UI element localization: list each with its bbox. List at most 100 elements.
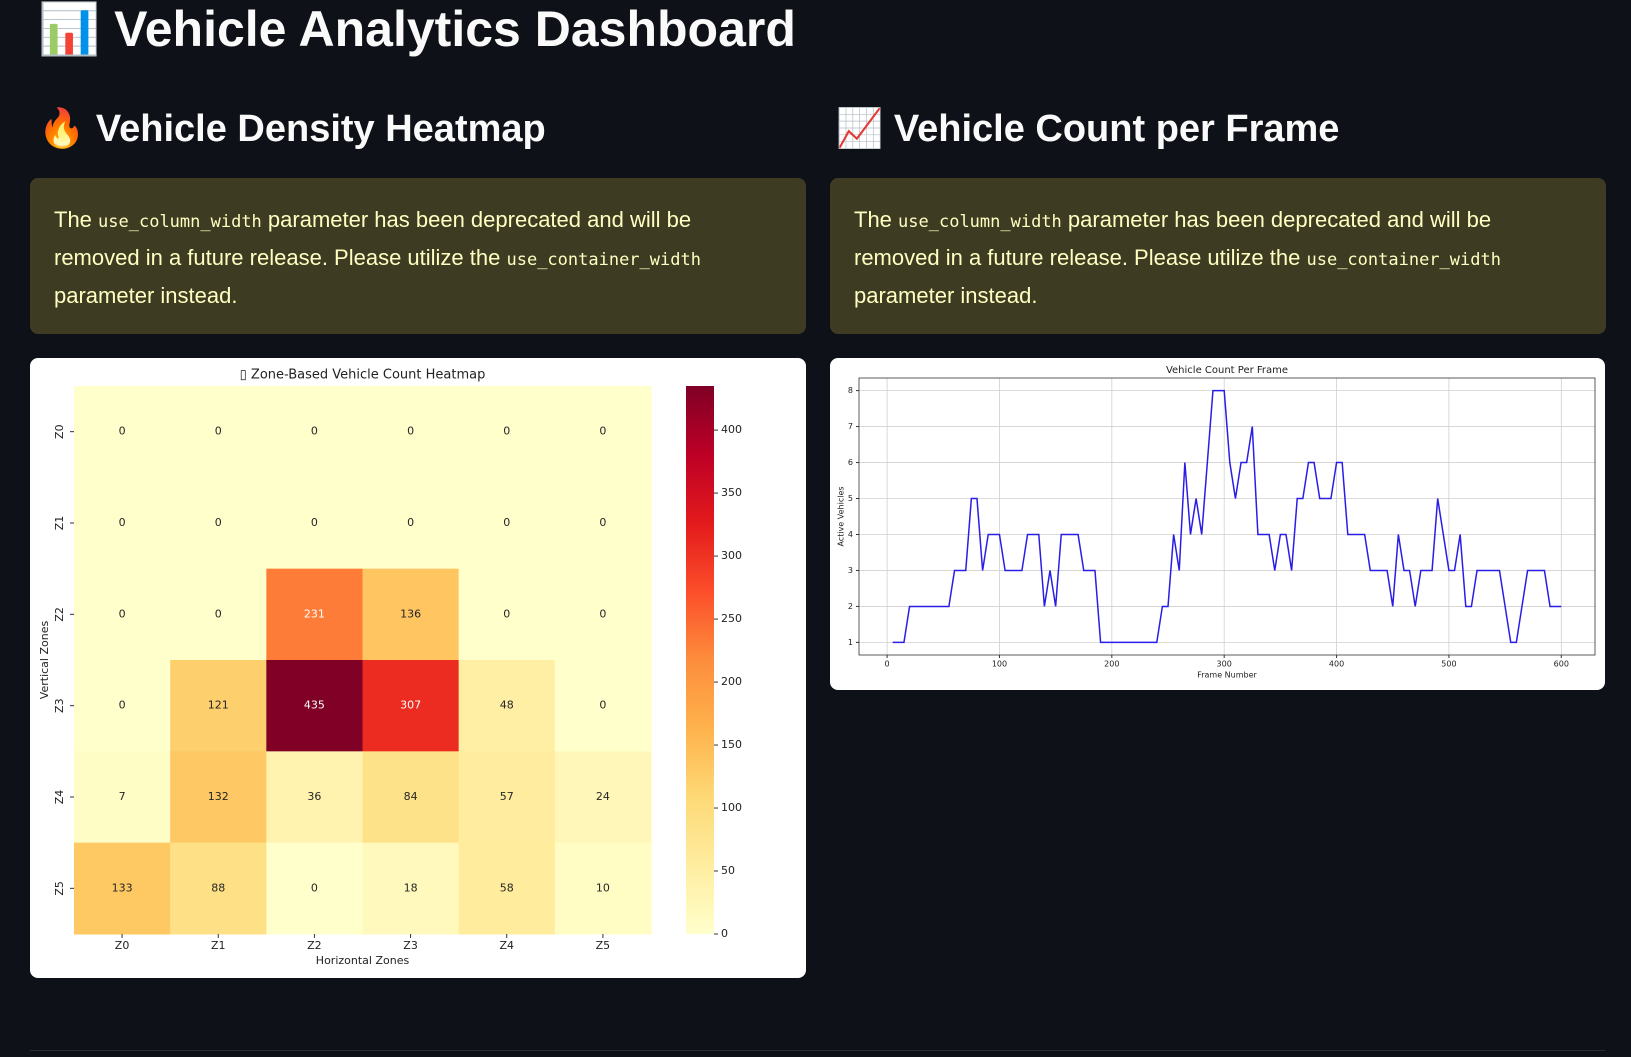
cell-label: 0: [311, 516, 318, 529]
y-tick-label: Z3: [53, 698, 66, 713]
x-tick-label: Z3: [403, 939, 418, 952]
x-tick-label: 500: [1441, 660, 1456, 669]
colorbar-tick-label: 350: [721, 486, 742, 499]
cell-label: 10: [596, 881, 610, 894]
heatmap-cell: [170, 477, 267, 570]
y-tick-label: 6: [848, 458, 853, 467]
cell-label: 18: [404, 881, 418, 894]
divider: [30, 1050, 1605, 1051]
x-tick-label: 0: [885, 660, 890, 669]
heatmap-cell: [362, 386, 460, 478]
heatmap-card: ▯ Zone-Based Vehicle Count Heatmap 0 0 0 0 0 0…: [30, 358, 806, 978]
heatmap-cell: [458, 660, 556, 752]
cell-label: 0: [119, 516, 126, 529]
x-tick-label: 600: [1554, 660, 1569, 669]
heatmap-cell: [74, 842, 171, 935]
cell-label: 0: [599, 699, 606, 712]
cell-label: 0: [407, 516, 414, 529]
heatmap-cell: [458, 386, 556, 478]
warning-box: The use_column_width parameter has been …: [830, 178, 1606, 334]
heatmap-cell: [554, 568, 652, 661]
x-tick-label: Z2: [307, 939, 322, 952]
colorbar-tick-label: 150: [721, 738, 742, 751]
x-tick-label: Z4: [499, 939, 514, 952]
warning-text: parameter has been deprecated and will b…: [54, 207, 692, 270]
y-tick-label: 4: [848, 530, 853, 539]
heatmap-cell: [170, 568, 267, 661]
cell-label: 0: [599, 607, 606, 620]
heatmap-cell: [170, 660, 267, 752]
cell-label: 121: [208, 699, 229, 712]
x-tick-label: Z1: [211, 939, 226, 952]
heatmap-cell: [266, 660, 363, 752]
colorbar-tick-label: 0: [721, 927, 728, 940]
heatmap-cell: [554, 751, 652, 844]
section-title: 🔥 Vehicle Density Heatmap: [38, 108, 546, 150]
cell-label: 136: [400, 607, 421, 620]
heatmap-cell: [74, 751, 171, 844]
heatmap-cell: [458, 751, 556, 844]
x-axis-label: Horizontal Zones: [316, 954, 410, 967]
section-title: 📈 Vehicle Count per Frame: [836, 108, 1340, 150]
chart-title: ▯ Zone-Based Vehicle Count Heatmap: [240, 368, 486, 383]
line-card: Vehicle Count Per Frame 0 100 200 300 400 500 6…: [830, 358, 1605, 690]
x-tick-label: Z5: [596, 939, 611, 952]
heatmap-cell: [554, 386, 652, 478]
colorbar-tick-label: 200: [721, 675, 742, 688]
cell-label: 0: [311, 425, 318, 438]
warning-code: use_column_width: [98, 212, 262, 232]
cell-label: 48: [500, 699, 514, 712]
y-tick-label: 2: [848, 602, 853, 611]
y-axis-label: Vertical Zones: [38, 621, 51, 700]
y-tick-label: Z4: [53, 790, 66, 805]
y-tick-label: 1: [848, 638, 853, 647]
y-tick-label: 5: [848, 494, 853, 503]
cell-label: 0: [215, 516, 222, 529]
cell-label: 0: [215, 425, 222, 438]
heatmap-cell: [170, 842, 267, 935]
colorbar-tick-label: 400: [721, 423, 742, 436]
warning-text: parameter instead.: [854, 283, 1038, 308]
heatmap-cell: [266, 386, 363, 478]
cell-label: 84: [404, 790, 418, 803]
heatmap-cell: [554, 477, 652, 570]
warning-code: use_container_width: [1306, 250, 1501, 270]
warning-text: parameter instead.: [54, 283, 238, 308]
heatmap-cell: [458, 842, 556, 935]
cell-label: 0: [599, 516, 606, 529]
cell-label: 133: [112, 881, 133, 894]
x-tick-label: 400: [1329, 660, 1344, 669]
cell-label: 0: [311, 881, 318, 894]
y-tick-label: Z0: [53, 424, 66, 439]
cell-label: 7: [119, 790, 126, 803]
y-tick-label: Z1: [53, 516, 66, 531]
page-title: 📊 Vehicle Analytics Dashboard: [38, 1, 796, 57]
cell-label: 58: [500, 881, 514, 894]
heatmap-cell: [554, 660, 652, 752]
cell-label: 0: [407, 425, 414, 438]
cell-label: 307: [400, 699, 421, 712]
cell-label: 24: [596, 790, 610, 803]
heatmap-cell: [554, 842, 652, 935]
cell-label: 0: [119, 607, 126, 620]
heatmap-cell: [362, 477, 460, 570]
warning-text: The: [854, 207, 899, 232]
heatmap-cell: [362, 751, 460, 844]
cell-label: 57: [500, 790, 514, 803]
heatmap-cell: [266, 568, 363, 661]
heatmap-cell: [266, 842, 363, 935]
colorbar-tick-label: 50: [721, 864, 735, 877]
x-tick-label: Z0: [115, 939, 130, 952]
data-line: [892, 389, 1562, 644]
y-tick-label: 3: [848, 566, 853, 575]
y-tick-label: Z5: [53, 881, 66, 896]
x-tick-label: 200: [1104, 660, 1119, 669]
heatmap-cell: [458, 477, 556, 570]
heatmap-cell: [170, 386, 267, 478]
warning-text: The: [54, 207, 99, 232]
colorbar-tick-label: 100: [721, 801, 742, 814]
heatmap-cell: [266, 477, 363, 570]
y-tick-label: 8: [848, 386, 853, 395]
